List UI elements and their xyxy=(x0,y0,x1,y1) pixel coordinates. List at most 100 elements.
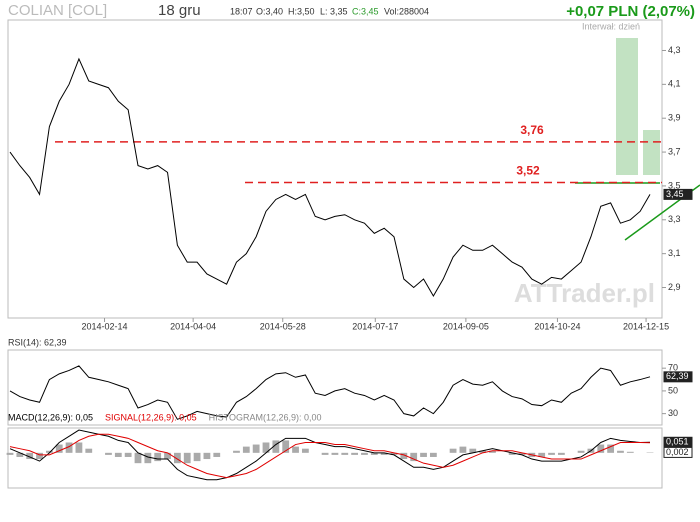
x-tick-label: 2014-05-28 xyxy=(260,321,306,331)
histogram-bar xyxy=(577,450,585,453)
histogram-bar xyxy=(479,450,487,453)
histogram-bar xyxy=(301,448,309,453)
histogram-bar xyxy=(548,452,555,455)
histogram-bar xyxy=(203,452,211,460)
histogram-bar xyxy=(134,452,142,464)
date: 18 gru xyxy=(158,2,201,19)
histogram-bar xyxy=(213,452,221,457)
y-tick-label: 3,3 xyxy=(668,214,681,224)
y-tick-label: 4,3 xyxy=(668,45,681,55)
histogram-bar xyxy=(6,452,14,455)
histogram-bar xyxy=(449,448,457,453)
x-tick-label: 2014-02-14 xyxy=(81,321,127,331)
histogram-bar xyxy=(262,442,270,453)
histogram-bar xyxy=(420,452,427,457)
legend-entry: SIGNAL(12,26,9): 0,05 xyxy=(105,412,197,422)
histogram-bar xyxy=(233,450,240,453)
level-label: 3,76 xyxy=(520,123,544,137)
histogram-bar xyxy=(469,448,477,453)
histogram-bar xyxy=(16,452,24,457)
series-line xyxy=(9,433,651,479)
rsi-panel xyxy=(7,349,663,426)
y-tick-label: 50 xyxy=(668,385,678,395)
histogram-bar xyxy=(410,452,418,462)
histogram-bar xyxy=(508,452,516,455)
end-label: 0,051 xyxy=(666,437,689,447)
histogram-bar xyxy=(351,452,359,455)
end-label-box xyxy=(663,446,693,458)
level-label: 3,52 xyxy=(516,164,540,178)
time: 18:07 xyxy=(230,6,253,16)
end-label-box xyxy=(663,371,693,383)
histogram-bar xyxy=(380,452,388,455)
end-label: 62,39 xyxy=(666,371,689,381)
macd-panel xyxy=(7,427,663,489)
histogram-bar xyxy=(144,452,152,464)
histogram-bar xyxy=(617,450,624,453)
volume: Vol:288004 xyxy=(384,6,429,16)
histogram-bar xyxy=(26,452,34,460)
histogram-bar xyxy=(557,452,565,455)
histogram-bar xyxy=(36,452,43,460)
ticker: COLIAN [COL] xyxy=(8,2,107,19)
change: +0,07 PLN (2,07%) xyxy=(566,3,695,20)
y-tick-label: 3,9 xyxy=(668,113,681,123)
histogram-bar xyxy=(242,446,250,453)
price-line xyxy=(9,57,651,297)
histogram-bar xyxy=(75,442,83,453)
y-tick-label: 3,5 xyxy=(668,180,681,190)
histogram-bar xyxy=(400,452,408,460)
histogram-bar xyxy=(85,448,93,453)
interval: Interwał: dzień xyxy=(582,21,640,31)
histogram-bar xyxy=(154,452,162,462)
histogram-bar xyxy=(55,444,63,453)
shade-box xyxy=(616,38,638,175)
histogram-bar xyxy=(252,444,260,453)
histogram-bar xyxy=(597,444,605,453)
histogram-bar xyxy=(489,450,496,453)
end-label: 3,45 xyxy=(666,189,684,199)
open: O:3,40 xyxy=(256,6,283,16)
histogram-bar xyxy=(183,452,191,464)
x-tick-label: 2014-04-04 xyxy=(170,321,216,331)
histogram-bar xyxy=(173,452,181,464)
close: C:3,45 xyxy=(352,6,379,16)
x-tick-label: 2014-12-15 xyxy=(623,321,669,331)
histogram-bar xyxy=(429,452,437,457)
histogram-bar xyxy=(459,446,467,453)
histogram-bar xyxy=(331,452,339,455)
histogram-bar xyxy=(65,442,73,453)
histogram-bar xyxy=(607,444,615,453)
histogram-bar xyxy=(341,452,349,455)
shade-box xyxy=(643,130,660,175)
panel-title: RSI(14): 62,39 xyxy=(8,337,67,347)
legend-entry: MACD(12,26,9): 0,05 xyxy=(8,412,93,422)
histogram-bar xyxy=(390,452,398,455)
histogram-bar xyxy=(124,452,132,457)
price-panel xyxy=(7,19,663,319)
histogram-bar xyxy=(193,452,201,462)
y-tick-label: 2,9 xyxy=(668,282,681,292)
end-label: 0,002 xyxy=(666,447,689,457)
histogram-bar xyxy=(518,452,526,455)
histogram-bar xyxy=(626,451,634,453)
y-tick-label: 3,7 xyxy=(668,146,681,156)
x-tick-label: 2014-07-17 xyxy=(352,321,398,331)
histogram-bar xyxy=(272,440,280,453)
low: L: 3,35 xyxy=(320,6,348,16)
histogram-bar xyxy=(282,440,290,453)
histogram-bar xyxy=(45,450,53,453)
histogram-bar xyxy=(292,446,299,453)
series-line xyxy=(9,429,651,481)
y-tick-label: 3,1 xyxy=(668,248,681,258)
x-tick-label: 2014-09-05 xyxy=(443,321,489,331)
histogram-bar xyxy=(538,452,546,457)
y-tick-label: 30 xyxy=(668,408,678,418)
histogram-bar xyxy=(370,452,378,455)
y-tick-label: 4,1 xyxy=(668,79,681,89)
price-line xyxy=(9,365,651,420)
histogram-bar xyxy=(361,452,368,455)
histogram-bar xyxy=(321,452,329,455)
histogram-bar xyxy=(164,452,171,460)
histogram-bar xyxy=(105,452,112,455)
